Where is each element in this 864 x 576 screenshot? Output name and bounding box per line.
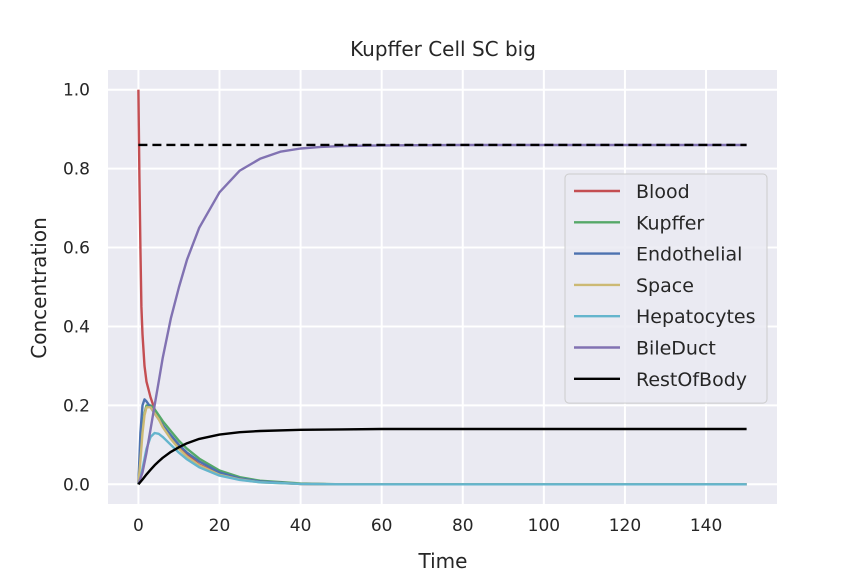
x-tick-label: 120 [609,516,641,536]
y-tick-label: 0.8 [63,160,90,180]
y-tick-label: 0.4 [63,317,90,337]
y-tick-label: 0.0 [63,475,90,495]
y-axis-ticks: 0.0 0.2 0.4 0.6 0.8 1.0 [63,81,90,496]
y-tick-label: 1.0 [63,81,90,101]
x-tick-label: 40 [290,516,312,536]
x-tick-label: 20 [209,516,231,536]
series-group [137,89,747,486]
x-tick-label: 140 [690,516,722,536]
chart-title: Kupffer Cell SC big [350,37,536,61]
legend-label: Blood [636,181,690,203]
legend-label: Endothelial [636,244,742,266]
legend: Blood Kupffer Endothelial Space Hepatocytes B… [564,173,768,404]
x-tick-label: 0 [133,516,144,536]
x-tick-label: 60 [371,516,393,536]
x-axis-ticks: 0 20 40 60 80 100 120 140 [133,516,722,536]
legend-label: BileDuct [636,338,716,360]
legend-label: Space [636,275,694,297]
x-axis-label: Time [418,549,468,573]
legend-box [564,173,768,404]
legend-label: Kupffer [636,212,704,234]
x-tick-label: 100 [528,516,560,536]
y-tick-label: 0.2 [63,396,90,416]
y-axis-label: Concentration [27,217,51,358]
x-tick-label: 80 [452,516,474,536]
legend-label: Hepatocytes [636,306,755,328]
y-tick-label: 0.6 [63,239,90,259]
legend-label: RestOfBody [636,369,747,391]
series-line-restofbody [137,427,747,486]
